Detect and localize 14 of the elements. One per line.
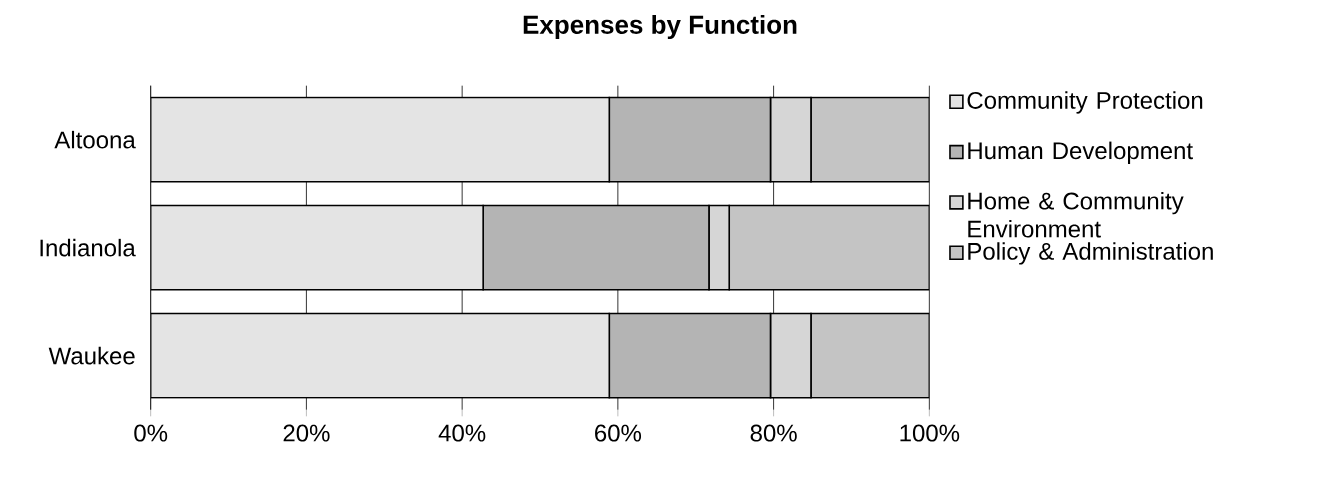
legend-label: Human Development — [968, 141, 1193, 164]
x-tick-label: 0% — [134, 424, 168, 442]
x-tick-label: 60% — [595, 424, 642, 442]
legend-label: Community Protection — [967, 91, 1203, 114]
y-tick-label: Altoona — [54, 130, 136, 149]
legend-label: Policy & Administration — [968, 242, 1213, 265]
x-tick-label: 80% — [750, 424, 797, 442]
legend-label: Home & Community Environment — [968, 191, 1184, 238]
chart-title: Expenses by Function — [523, 14, 797, 40]
x-tick-label: 40% — [438, 424, 486, 442]
x-tick-label: 20% — [283, 424, 330, 442]
y-tick-label: Waukee — [48, 346, 135, 365]
y-tick-label: Indianola — [40, 238, 136, 257]
x-tick-label: 100% — [900, 424, 960, 442]
